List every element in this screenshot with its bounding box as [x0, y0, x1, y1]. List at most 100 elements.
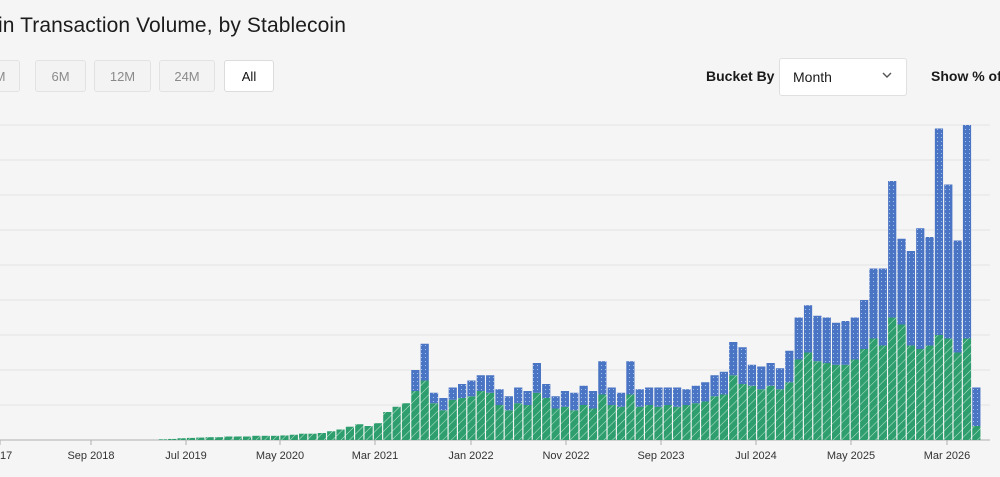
bar-series-2	[803, 305, 813, 353]
bar-series-1	[832, 364, 841, 440]
bar-series-1	[401, 403, 411, 440]
x-tick-label: 2017	[0, 450, 12, 462]
x-axis: 2017 Sep 2018 Jul 2019 May 2020 Mar 2021 Jan …	[0, 440, 970, 462]
bar-series-1	[280, 435, 289, 440]
bar-series-2	[878, 268, 887, 346]
bar-series-1	[972, 426, 981, 440]
bar-series-2	[532, 363, 541, 393]
bar-series-1	[691, 403, 700, 440]
bar-series-1	[177, 438, 186, 440]
bar-series-1	[196, 437, 205, 440]
bar-series-2	[663, 387, 672, 405]
bar-series-2	[429, 392, 439, 404]
bar-series-1	[944, 338, 953, 440]
bar-series-1	[373, 423, 383, 440]
bar-series-1	[654, 406, 663, 440]
bar-series-1	[458, 398, 467, 440]
bar-series-2	[588, 391, 598, 409]
bar-series-1	[916, 349, 925, 440]
chart-title: in Transaction Volume, by Stablecoin	[0, 14, 346, 37]
bar-series-1	[336, 429, 345, 440]
bar-series-1	[803, 352, 813, 440]
bar-series-2	[832, 322, 841, 365]
bar-series-1	[962, 338, 972, 440]
bar-series-1	[467, 396, 476, 440]
bar-series-2	[822, 317, 831, 363]
bar-series-2	[813, 315, 822, 362]
bar-series-1	[205, 437, 214, 440]
bar-series-1	[299, 433, 308, 440]
bar-series-2	[934, 128, 944, 335]
bar-series-2	[514, 387, 523, 404]
range-button-12m[interactable]: 12M	[94, 60, 151, 92]
x-tick-label: Mar 2021	[352, 450, 398, 462]
range-button-24m[interactable]: 24M	[159, 60, 215, 92]
bar-series-2	[710, 375, 719, 397]
bar-series-2	[691, 385, 700, 404]
bar-series-1	[710, 396, 719, 440]
bar-series-2	[888, 181, 897, 318]
bar-series-1	[383, 412, 392, 440]
bar-series-1	[878, 345, 887, 440]
bar-series-1	[186, 437, 196, 440]
bar-series-1	[345, 426, 354, 440]
bar-series-2	[916, 228, 925, 349]
bar-series-2	[607, 387, 616, 405]
show-percent-toggle[interactable]: Show % of	[931, 68, 1000, 84]
bar-series-1	[738, 384, 747, 440]
x-tick-label: Jul 2019	[165, 450, 207, 462]
bar-series-2	[523, 391, 532, 405]
x-tick-label: May 2020	[256, 450, 304, 462]
bar-series-2	[785, 350, 794, 383]
bar-series-1	[495, 405, 504, 440]
bar-series-1	[523, 405, 532, 440]
bar-series-1	[934, 335, 944, 440]
bar-series-1	[850, 359, 859, 440]
bar-series-1	[794, 359, 803, 440]
bar-series-1	[168, 438, 177, 440]
bar-series-1	[813, 361, 822, 440]
bar-series-2	[775, 368, 785, 390]
bar-series-1	[729, 375, 738, 440]
bar-series-2	[729, 342, 738, 376]
bar-series-2	[458, 384, 467, 398]
bar-series-1	[420, 380, 429, 440]
bar-series-1	[364, 426, 373, 440]
bar-series-1	[579, 405, 588, 440]
bar-series-2	[897, 238, 906, 325]
bar-series-1	[897, 324, 906, 440]
bar-series-1	[906, 345, 915, 440]
bar-series-1	[429, 403, 439, 440]
bar-series-2	[747, 364, 757, 386]
bar-series-2	[542, 384, 551, 398]
bar-series-1	[645, 405, 654, 440]
range-button-m[interactable]: M	[0, 60, 20, 92]
bar-series-2	[495, 389, 504, 405]
bar-series-2	[719, 371, 728, 395]
bar-series-1	[860, 349, 869, 440]
x-tick-label: Jul 2024	[735, 450, 777, 462]
bar-series-1	[317, 433, 326, 440]
bar-series-1	[242, 436, 252, 440]
range-button-all[interactable]: All	[224, 60, 274, 92]
bar-series-1	[888, 317, 897, 440]
bar-series-2	[869, 268, 878, 339]
range-button-6m[interactable]: 6M	[35, 60, 86, 92]
bar-series-2	[560, 391, 570, 407]
bar-series-1	[673, 406, 682, 440]
bar-series-1	[841, 364, 850, 440]
bar-series-2	[598, 361, 607, 395]
bar-series-2	[579, 385, 588, 405]
bar-series-1	[542, 398, 551, 440]
bar-series-1	[327, 431, 336, 440]
bar-series-1	[261, 435, 270, 440]
bar-series-2	[962, 125, 972, 339]
bar-series-1	[719, 394, 728, 440]
bar-series-2	[944, 184, 953, 339]
bar-series-1	[560, 406, 570, 440]
bar-series-1	[224, 436, 233, 440]
bucket-by-select[interactable]: Month	[779, 58, 907, 96]
bar-series-2	[841, 321, 850, 365]
bar-series-2	[551, 396, 560, 409]
